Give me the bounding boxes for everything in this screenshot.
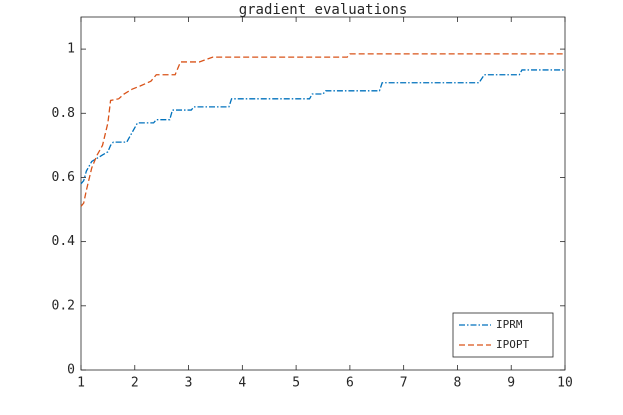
x-tick-label: 3 (185, 376, 193, 391)
x-tick-label: 5 (292, 376, 300, 391)
plot-frame (80, 16, 566, 371)
y-tick-label: 0.4 (52, 234, 76, 249)
chart-title: gradient evaluations (239, 2, 408, 18)
y-tick-label: 0.2 (52, 298, 75, 313)
x-tick-label: 9 (507, 376, 515, 391)
legend-label: IPOPT (496, 338, 529, 351)
x-tick-label: 7 (400, 376, 408, 391)
y-tick-label: 0.6 (52, 170, 75, 185)
y-tick-label: 1 (67, 42, 75, 57)
x-tick-label: 2 (131, 376, 139, 391)
x-tick-label: 8 (454, 376, 462, 391)
x-tick-label: 10 (557, 376, 573, 391)
series-line (80, 53, 565, 207)
x-tick-label: 4 (238, 376, 246, 391)
x-tick-label: 6 (346, 376, 354, 391)
y-tick-label: 0 (67, 363, 75, 378)
series-line (80, 69, 565, 185)
legend-label: IPRM (496, 318, 523, 331)
x-tick-label: 1 (77, 376, 85, 391)
legend-box (452, 312, 554, 358)
y-tick-label: 0.8 (52, 106, 75, 121)
